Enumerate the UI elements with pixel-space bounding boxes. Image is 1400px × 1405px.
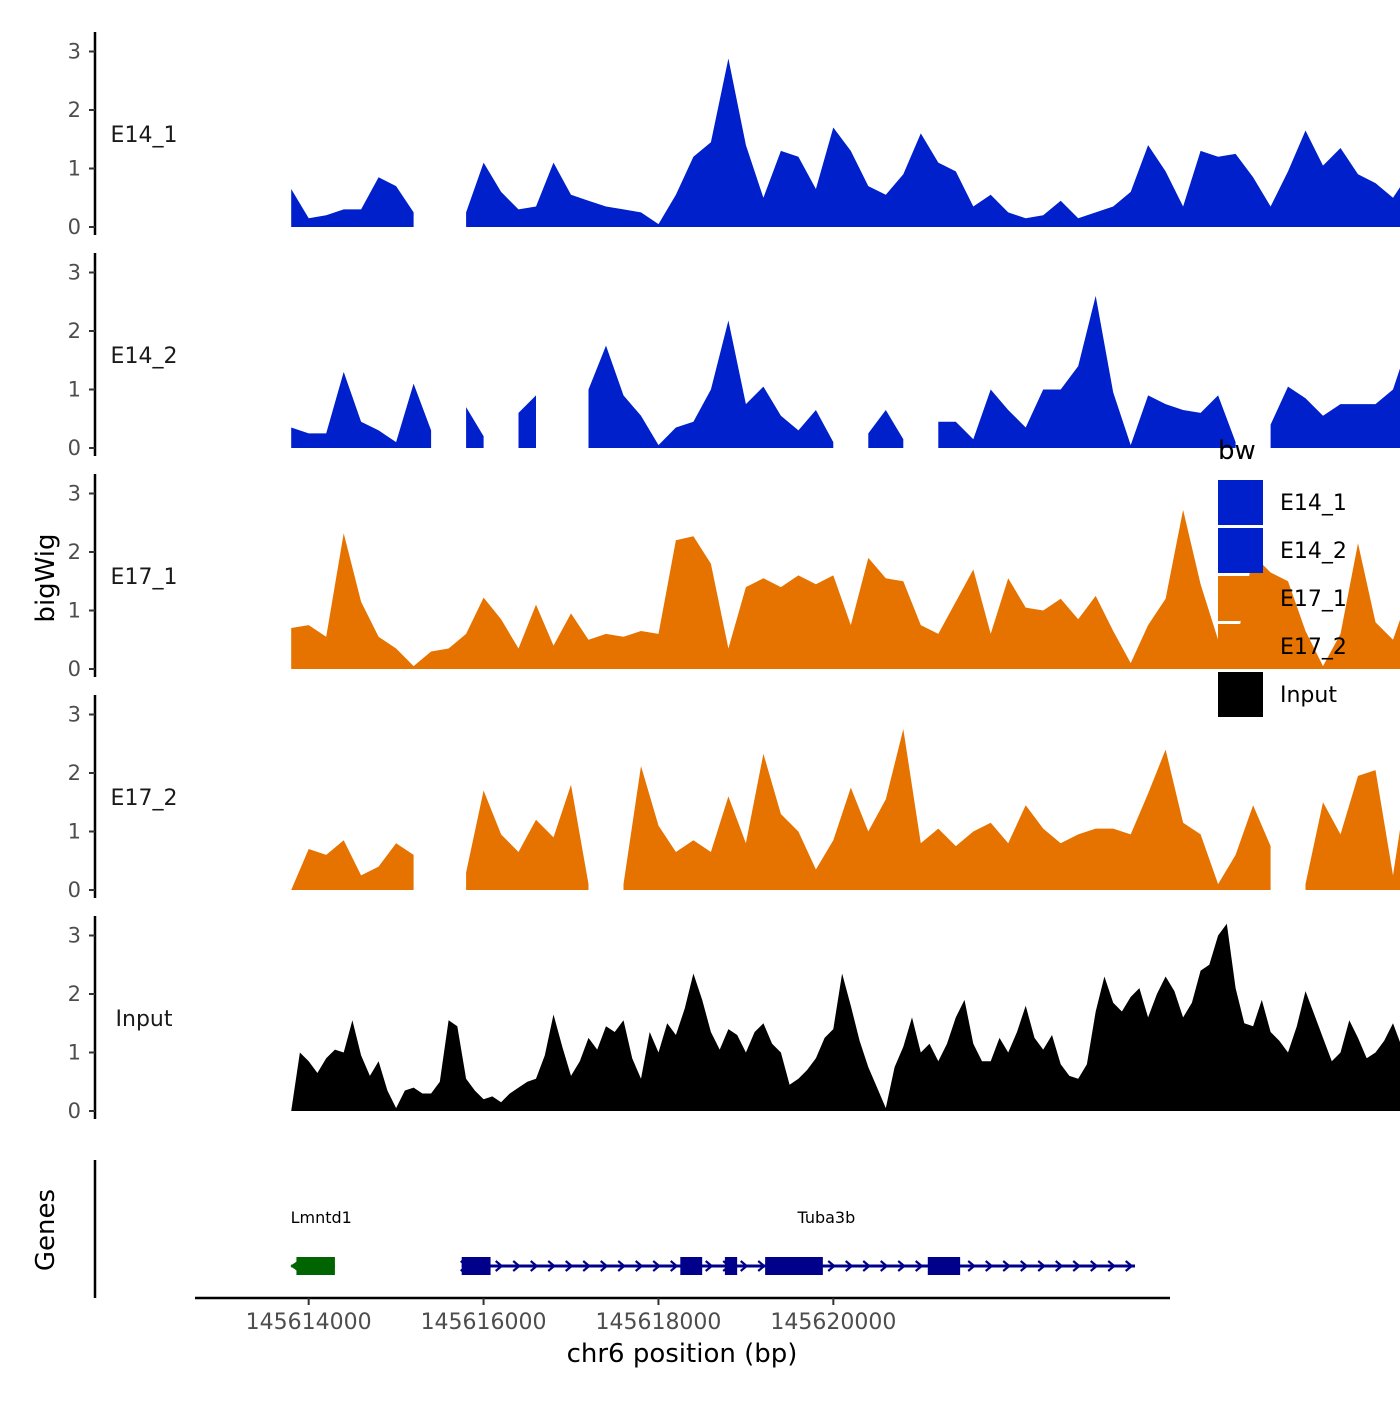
y-axis-title: bigWig [31, 533, 61, 622]
track-E14_1: 0 1 2 3 E14_1 [68, 32, 1400, 239]
legend-label: E14_2 [1280, 539, 1347, 564]
gene-Tuba3b: Tuba3b [461, 1208, 1135, 1275]
y-tick-label: 2 [68, 319, 81, 343]
signal-area [291, 177, 413, 227]
signal-area [466, 59, 1400, 228]
legend-label: Input [1280, 683, 1337, 708]
signal-area [291, 840, 413, 890]
y-tick-label: 3 [68, 924, 81, 948]
legend-item: E14_2 [1218, 528, 1347, 573]
signal-area [868, 410, 903, 448]
gene-label: Tuba3b [796, 1208, 855, 1227]
track-E17_2: 0 1 2 3 E17_2 [68, 695, 1400, 902]
track-Input: 0 1 2 3 Input [68, 916, 1400, 1123]
legend-items: E14_1 E14_2 E17_1 E17_2 Input [1218, 480, 1347, 717]
signal-area [519, 395, 537, 448]
exon [680, 1257, 702, 1275]
x-tick-label: 145614000 [246, 1310, 372, 1335]
legend-label: E17_2 [1280, 635, 1347, 660]
signal-area [466, 407, 484, 448]
x-axis-title: chr6 position (bp) [567, 1339, 798, 1369]
x-tick-label: 145616000 [421, 1310, 547, 1335]
signal-area [938, 296, 1235, 448]
y-tick-label: 2 [68, 982, 81, 1006]
legend-swatch [1218, 624, 1263, 669]
legend: bw E14_1 E14_2 E17_1 E17_2 Input [1218, 436, 1347, 717]
track-E17_1: 0 1 2 3 E17_1 [68, 474, 1400, 681]
x-axis: 145614000 145616000 145618000 145620000 [195, 1298, 1170, 1335]
exon [765, 1257, 823, 1275]
track-label: E14_1 [111, 123, 178, 148]
signal-area [1271, 337, 1400, 448]
track-label: E14_2 [111, 344, 178, 369]
y-tick-label: 2 [68, 761, 81, 785]
x-tick-label: 145620000 [770, 1310, 896, 1335]
signal-area [1306, 733, 1400, 890]
y-tick-label: 3 [68, 261, 81, 285]
legend-item: E14_1 [1218, 480, 1347, 525]
legend-swatch [1218, 576, 1263, 621]
signal-area [589, 321, 834, 449]
exon [462, 1257, 491, 1275]
legend-label: E17_1 [1280, 587, 1347, 612]
track-label: Input [116, 1007, 173, 1032]
y-tick-label: 3 [68, 482, 81, 506]
y-tick-label: 0 [68, 215, 81, 239]
gene-label: Lmntd1 [291, 1208, 352, 1227]
y-tick-label: 2 [68, 540, 81, 564]
genes-panel-title: Genes [31, 1189, 61, 1271]
y-tick-label: 1 [68, 1041, 81, 1065]
y-tick-label: 0 [68, 657, 81, 681]
gene-Lmntd1: Lmntd1 [291, 1208, 352, 1275]
genes-layer: Lmntd1 Tuba3b [95, 1160, 1135, 1298]
tracks-layer: 0 1 2 3 E14_1 0 1 2 3 E14_2 0 1 2 3 E17_1 0 1 2 3 E17_2 0 1 2 3… [68, 32, 1400, 1123]
track-E14_2: 0 1 2 3 E14_2 [68, 253, 1400, 460]
legend-label: E14_1 [1280, 491, 1347, 516]
y-tick-label: 1 [68, 599, 81, 623]
y-tick-label: 1 [68, 378, 81, 402]
exon [296, 1257, 334, 1275]
y-tick-label: 0 [68, 878, 81, 902]
y-tick-label: 0 [68, 436, 81, 460]
legend-swatch [1218, 528, 1263, 573]
legend-item: Input [1218, 672, 1337, 717]
y-tick-label: 3 [68, 40, 81, 64]
y-tick-label: 1 [68, 820, 81, 844]
legend-title: bw [1218, 436, 1256, 466]
y-tick-label: 0 [68, 1099, 81, 1123]
exon [725, 1257, 737, 1275]
y-tick-label: 3 [68, 703, 81, 727]
signal-area [624, 729, 1271, 890]
x-tick-label: 145618000 [595, 1310, 721, 1335]
exon [928, 1257, 960, 1275]
signal-area [466, 785, 588, 890]
signal-area [291, 372, 431, 448]
y-tick-label: 2 [68, 98, 81, 122]
y-tick-label: 1 [68, 157, 81, 181]
track-label: E17_1 [111, 565, 178, 590]
legend-swatch [1218, 672, 1263, 717]
track-label: E17_2 [111, 786, 178, 811]
legend-swatch [1218, 480, 1263, 525]
signal-area [291, 924, 1400, 1111]
